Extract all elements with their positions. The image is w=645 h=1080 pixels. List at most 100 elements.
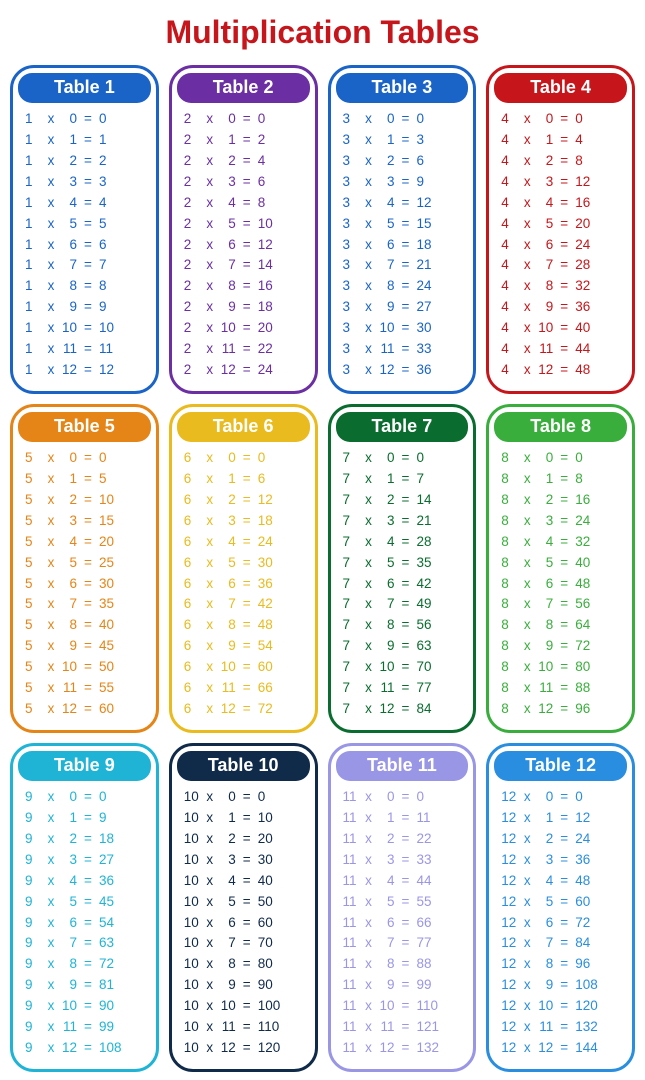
table-row: 10x6=60 [184,913,305,934]
operator-eq: = [240,553,254,574]
operator-x: x [45,448,57,469]
operator-eq: = [399,255,413,276]
operator-eq: = [399,1038,413,1059]
multiplicand: 3 [343,109,361,130]
operator-eq: = [81,1038,95,1059]
table-row: 11x5=55 [343,892,464,913]
operator-eq: = [81,448,95,469]
table-row: 6x3=18 [184,511,305,532]
multiplicand: 10 [184,954,202,975]
operator-x: x [204,151,216,172]
multiplier: 5 [218,553,238,574]
multiplier: 2 [218,829,238,850]
product: 72 [573,636,622,657]
multiplicand: 1 [25,193,43,214]
product: 56 [573,594,622,615]
multiplicand: 1 [25,214,43,235]
table-row: 4x4=16 [501,193,622,214]
table-card-6: Table 66x0=06x1=66x2=126x3=186x4=246x5=3… [169,404,318,733]
multiplicand: 3 [343,339,361,360]
operator-eq: = [399,339,413,360]
product: 121 [415,1017,464,1038]
table-row: 8x6=48 [501,574,622,595]
table-row: 2x12=24 [184,360,305,381]
table-row: 3x1=3 [343,130,464,151]
multiplier: 0 [535,448,555,469]
multiplier: 11 [377,1017,397,1038]
multiplier: 7 [535,255,555,276]
multiplicand: 11 [343,975,361,996]
table-row: 11x9=99 [343,975,464,996]
operator-x: x [521,193,533,214]
multiplier: 1 [59,808,79,829]
operator-x: x [521,490,533,511]
operator-x: x [45,469,57,490]
multiplicand: 1 [25,276,43,297]
operator-eq: = [399,553,413,574]
operator-x: x [204,808,216,829]
multiplier: 2 [535,151,555,172]
operator-eq: = [240,615,254,636]
product: 12 [97,360,146,381]
operator-x: x [204,553,216,574]
operator-eq: = [557,297,571,318]
multiplicand: 6 [184,636,202,657]
table-row: 10x3=30 [184,850,305,871]
operator-x: x [45,871,57,892]
product: 11 [415,808,464,829]
operator-eq: = [399,109,413,130]
table-row: 8x9=72 [501,636,622,657]
operator-x: x [521,787,533,808]
operator-x: x [204,235,216,256]
operator-x: x [204,360,216,381]
operator-x: x [45,829,57,850]
table-row: 7x4=28 [343,532,464,553]
table-row: 1x6=6 [25,235,146,256]
operator-x: x [363,214,375,235]
multiplier: 11 [218,1017,238,1038]
multiplier: 6 [377,235,397,256]
operator-x: x [45,615,57,636]
product: 80 [256,954,305,975]
operator-eq: = [240,109,254,130]
product: 60 [256,657,305,678]
operator-eq: = [240,469,254,490]
operator-eq: = [240,532,254,553]
product: 24 [415,276,464,297]
product: 54 [256,636,305,657]
operator-x: x [204,787,216,808]
multiplicand: 10 [184,871,202,892]
operator-x: x [363,996,375,1017]
table-row: 5x6=30 [25,574,146,595]
product: 72 [573,913,622,934]
operator-eq: = [557,130,571,151]
table-row: 8x5=40 [501,553,622,574]
product: 132 [573,1017,622,1038]
table-row: 1x1=1 [25,130,146,151]
multiplicand: 9 [25,871,43,892]
operator-eq: = [557,469,571,490]
product: 24 [573,511,622,532]
multiplicand: 8 [501,448,519,469]
operator-x: x [363,532,375,553]
product: 132 [415,1038,464,1059]
product: 24 [573,235,622,256]
table-row: 8x0=0 [501,448,622,469]
multiplier: 7 [59,255,79,276]
multiplier: 5 [218,892,238,913]
product: 84 [415,699,464,720]
product: 12 [573,808,622,829]
multiplicand: 11 [343,1017,361,1038]
product: 110 [415,996,464,1017]
multiplicand: 6 [184,490,202,511]
product: 77 [415,678,464,699]
product: 12 [415,193,464,214]
multiplicand: 10 [184,975,202,996]
table-row: 7x5=35 [343,553,464,574]
operator-eq: = [81,871,95,892]
operator-x: x [45,490,57,511]
table-header-3: Table 3 [336,73,469,103]
operator-eq: = [240,297,254,318]
product: 0 [97,787,146,808]
product: 36 [573,297,622,318]
